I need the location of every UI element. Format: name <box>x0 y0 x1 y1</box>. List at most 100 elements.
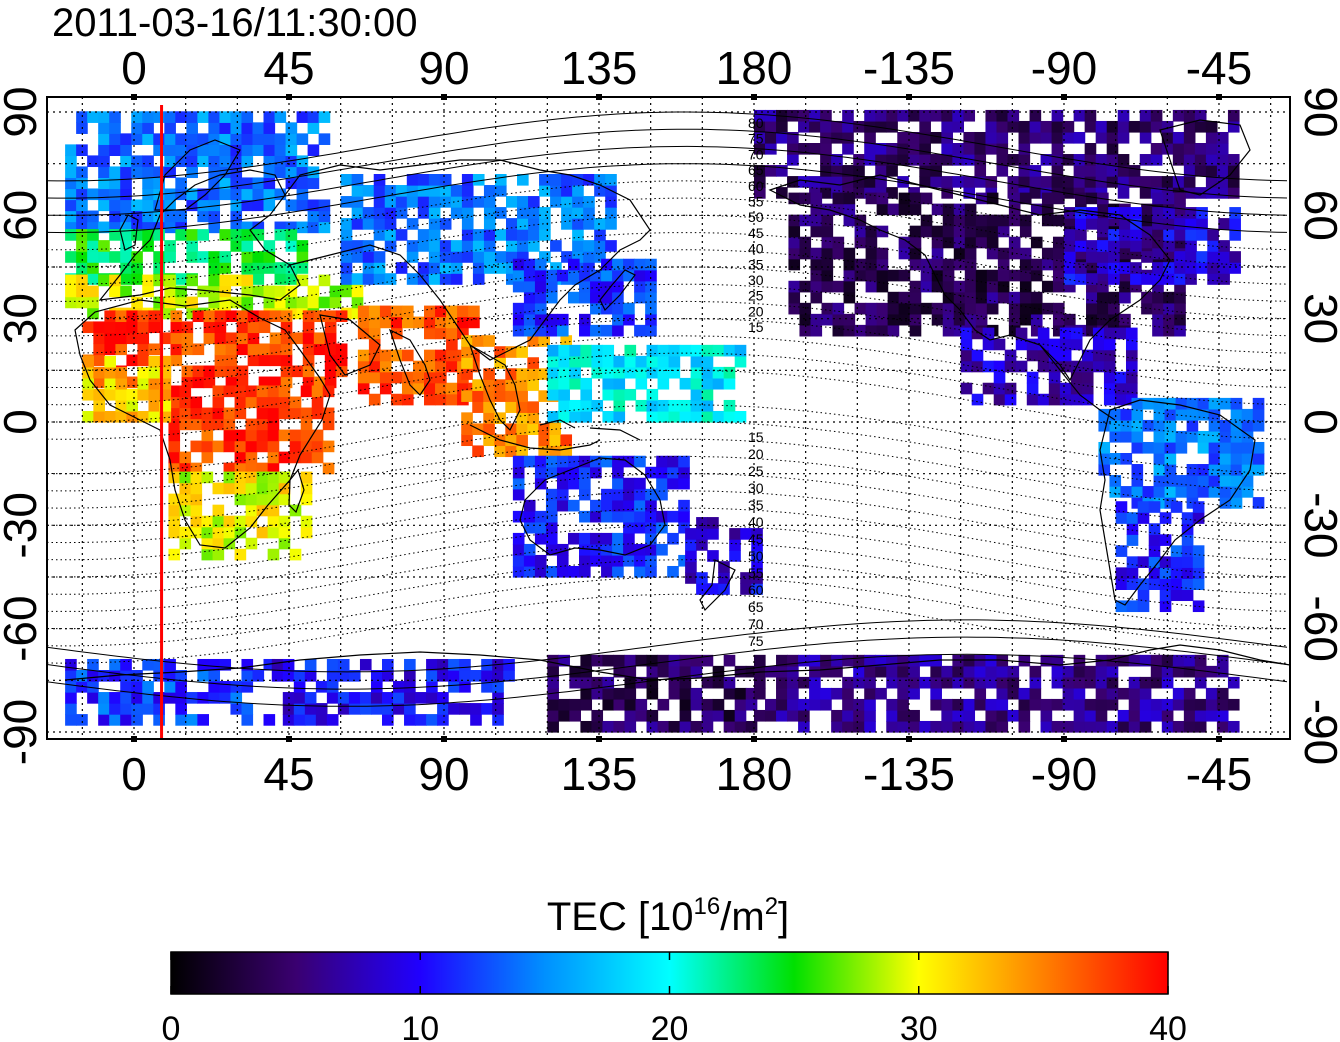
tec-cell <box>179 471 192 484</box>
tec-cell <box>602 410 615 423</box>
tec-cell <box>1126 556 1139 568</box>
tec-cell <box>208 111 221 123</box>
tec-cell <box>679 709 692 722</box>
tec-cell <box>964 203 977 216</box>
lat-label-left: -90 <box>0 699 46 765</box>
tec-cell <box>131 210 143 223</box>
tec-cell <box>483 368 495 380</box>
tec-cell <box>886 143 898 155</box>
tec-cell <box>590 280 602 293</box>
tec-cell <box>357 327 370 340</box>
tec-cell <box>1073 176 1086 188</box>
tec-cell <box>448 658 460 671</box>
tec-cell <box>527 357 539 369</box>
tec-cell <box>340 285 353 298</box>
tec-cell <box>65 714 77 726</box>
tec-cell <box>1007 676 1020 689</box>
tec-cell <box>842 176 854 188</box>
lat-label-left: 30 <box>0 293 46 344</box>
tec-cell <box>613 698 626 711</box>
tec-region-new-zealand <box>685 517 763 595</box>
tec-region-africa-equator <box>168 385 335 475</box>
tec-cell <box>572 174 584 186</box>
tec-cell <box>908 676 920 689</box>
tec-cell <box>523 258 536 271</box>
tec-cell <box>109 122 121 134</box>
lon-label-bottom: -45 <box>1186 748 1252 800</box>
tec-cell <box>87 111 99 123</box>
tec-cell <box>494 262 507 274</box>
tec-cell <box>1018 154 1031 166</box>
tec-cell <box>1137 578 1150 590</box>
tec-cell <box>634 324 646 337</box>
tec-cell <box>1183 698 1196 711</box>
tec-cell <box>527 401 539 413</box>
tec-cell <box>602 355 615 368</box>
tec-cell <box>98 199 110 212</box>
tec-cell <box>1172 687 1185 700</box>
tec-cell <box>505 262 518 274</box>
tec-cell <box>223 418 236 431</box>
tec-cell <box>1205 165 1218 177</box>
tec-cell <box>975 214 988 227</box>
tec-cell <box>481 703 493 715</box>
tec-cell <box>558 388 570 401</box>
tec-cell <box>545 313 558 326</box>
tec-cell <box>313 376 326 389</box>
tec-cell <box>384 273 397 285</box>
tec-cell <box>512 554 525 567</box>
tec-cell <box>572 240 584 252</box>
tec-cell <box>832 280 845 293</box>
tec-cell <box>534 565 547 578</box>
tec-cell <box>65 229 77 241</box>
tec-cell <box>1128 176 1141 188</box>
tec-cell <box>304 669 317 682</box>
tec-cell <box>168 504 181 517</box>
tec-cell <box>142 703 154 715</box>
tec-cell <box>428 251 441 263</box>
tec-cell <box>417 240 430 252</box>
tec-cell <box>1103 393 1116 406</box>
tec-cell <box>390 305 403 318</box>
tec-cell <box>1048 371 1061 384</box>
tec-cell <box>223 471 236 484</box>
tec-cell <box>1062 720 1075 733</box>
tec-cell <box>87 285 99 298</box>
tec-cell <box>876 203 889 216</box>
tec-cell <box>569 399 581 412</box>
tec-cell <box>307 285 320 298</box>
tec-cell <box>1161 720 1174 733</box>
tec-cell <box>864 720 876 733</box>
tec-cell <box>278 526 291 539</box>
tec-cell <box>993 371 1006 384</box>
tec-cell <box>428 174 441 186</box>
tec-cell <box>278 451 291 464</box>
tec-cell <box>580 344 593 357</box>
tec-cell <box>1120 408 1133 421</box>
tec-cell <box>252 144 265 157</box>
tec-cell <box>612 543 624 556</box>
tec-cell <box>153 658 165 671</box>
tec-cell <box>505 423 517 435</box>
tec-cell <box>168 451 181 464</box>
tec-cell <box>120 177 132 190</box>
tec-cell <box>247 343 260 356</box>
tec-cell <box>569 665 581 678</box>
tec-cell <box>214 310 227 323</box>
tec-cell <box>208 166 221 179</box>
tec-cell <box>690 366 703 379</box>
tec-cell <box>996 676 1009 689</box>
tec-cell <box>1119 269 1131 282</box>
tec-cell <box>1208 464 1221 476</box>
tec-cell <box>942 225 955 238</box>
tec-cell <box>523 269 536 282</box>
tec-cell <box>887 302 900 315</box>
tec-cell <box>527 335 539 347</box>
tec-cell <box>1081 360 1094 373</box>
tec-cell <box>267 504 280 517</box>
tec-cell <box>1183 176 1196 188</box>
tec-cell <box>952 120 965 133</box>
tec-cell <box>483 335 495 347</box>
tec-cell <box>1148 567 1161 579</box>
tec-cell <box>776 131 788 144</box>
